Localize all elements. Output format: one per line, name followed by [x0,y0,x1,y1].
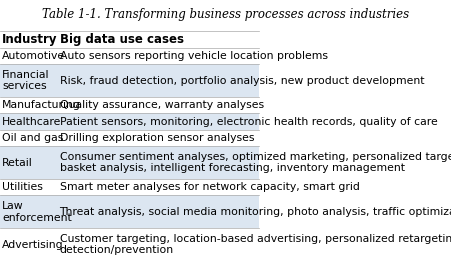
Bar [0,48,259,64]
Text: Patient sensors, monitoring, electronic health records, quality of care: Patient sensors, monitoring, electronic … [60,117,437,127]
Bar [0,228,259,261]
Text: Healthcare: Healthcare [2,117,61,127]
Bar [0,179,259,195]
Text: Risk, fraud detection, portfolio analysis, new product development: Risk, fraud detection, portfolio analysi… [60,75,424,86]
Bar [0,31,259,48]
Text: Drilling exploration sensor analyses: Drilling exploration sensor analyses [60,133,254,143]
Text: Quality assurance, warranty analyses: Quality assurance, warranty analyses [60,100,264,110]
Text: Financial
services: Financial services [2,70,50,91]
Text: Oil and gas: Oil and gas [2,133,64,143]
Text: Law
enforcement: Law enforcement [2,201,72,223]
Text: Auto sensors reporting vehicle location problems: Auto sensors reporting vehicle location … [60,51,327,61]
Text: Advertising: Advertising [2,240,64,250]
Text: Manufacturing: Manufacturing [2,100,81,110]
Bar [0,113,259,130]
Text: Consumer sentiment analyses, optimized marketing, personalized targeting, market: Consumer sentiment analyses, optimized m… [60,152,451,173]
Text: Industry: Industry [2,33,58,46]
Text: Table 1-1. Transforming business processes across industries: Table 1-1. Transforming business process… [42,8,409,21]
Text: Big data use cases: Big data use cases [60,33,184,46]
Text: Utilities: Utilities [2,182,43,192]
Bar [0,195,259,228]
Bar [0,64,259,97]
Text: Retail: Retail [2,158,33,168]
Text: Customer targeting, location-based advertising, personalized retargeting, churn
: Customer targeting, location-based adver… [60,234,451,256]
Text: Threat analysis, social media monitoring, photo analysis, traffic optimization: Threat analysis, social media monitoring… [60,207,451,217]
Bar [0,146,259,179]
Bar [0,97,259,113]
Bar [0,130,259,146]
Text: Smart meter analyses for network capacity, smart grid: Smart meter analyses for network capacit… [60,182,359,192]
Text: Automotive: Automotive [2,51,65,61]
